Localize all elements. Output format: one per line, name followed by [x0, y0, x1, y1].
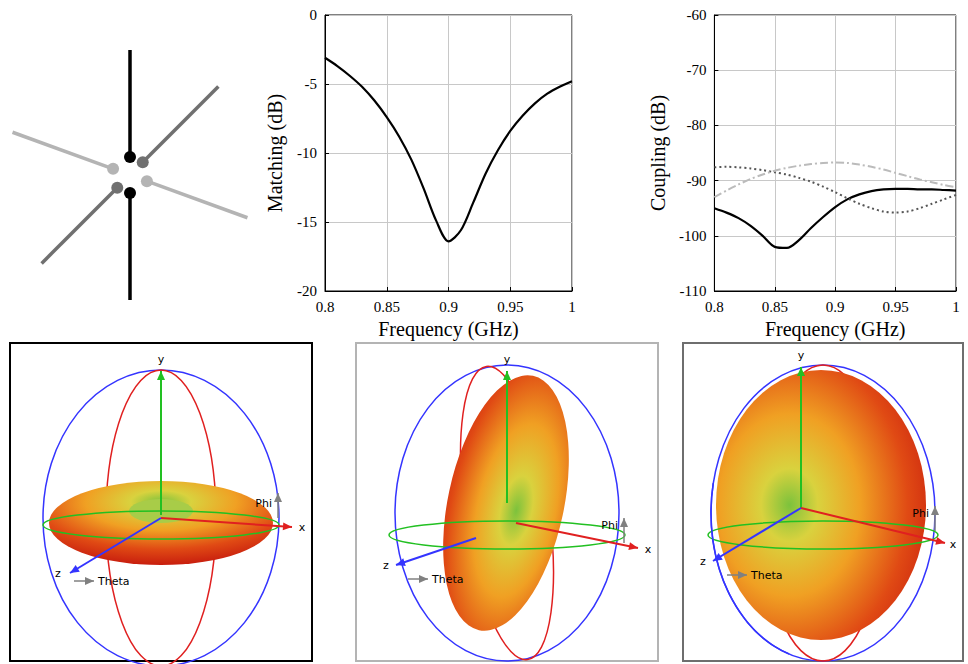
svg-text:0.95: 0.95	[497, 299, 523, 315]
svg-text:Matching (dB): Matching (dB)	[264, 94, 287, 212]
svg-text:Phi: Phi	[255, 497, 272, 510]
svg-text:x: x	[950, 538, 957, 551]
svg-text:0.8: 0.8	[705, 299, 724, 315]
svg-text:-80: -80	[686, 117, 706, 133]
svg-text:-60: -60	[686, 7, 706, 23]
svg-text:x: x	[645, 543, 652, 556]
svg-text:-10: -10	[297, 145, 317, 161]
svg-text:z: z	[383, 559, 389, 572]
svg-text:Coupling (dB): Coupling (dB)	[647, 95, 670, 211]
svg-text:Frequency (GHz): Frequency (GHz)	[765, 318, 906, 341]
svg-text:Theta: Theta	[750, 569, 783, 582]
svg-text:Frequency (GHz): Frequency (GHz)	[378, 318, 519, 341]
svg-text:-5: -5	[305, 76, 318, 92]
svg-text:0.8: 0.8	[316, 299, 335, 315]
svg-text:Phi: Phi	[912, 507, 929, 520]
svg-text:-15: -15	[297, 214, 317, 230]
svg-text:Phi: Phi	[601, 519, 618, 532]
svg-text:0.9: 0.9	[439, 299, 458, 315]
svg-text:0.85: 0.85	[374, 299, 400, 315]
svg-text:z: z	[700, 555, 706, 568]
svg-text:1: 1	[952, 299, 960, 315]
svg-text:y: y	[798, 349, 805, 362]
svg-text:-110: -110	[679, 283, 706, 299]
svg-text:-70: -70	[686, 62, 706, 78]
svg-text:1: 1	[568, 299, 576, 315]
svg-text:y: y	[504, 353, 511, 366]
svg-text:x: x	[299, 521, 306, 534]
svg-text:-100: -100	[679, 228, 707, 244]
svg-text:0.85: 0.85	[762, 299, 788, 315]
svg-text:0.9: 0.9	[826, 299, 845, 315]
svg-text:0.95: 0.95	[882, 299, 908, 315]
svg-text:y: y	[158, 353, 165, 366]
svg-text:z: z	[55, 567, 61, 580]
svg-text:-20: -20	[297, 283, 317, 299]
svg-text:-90: -90	[686, 173, 706, 189]
svg-text:Theta: Theta	[431, 573, 464, 586]
svg-text:0: 0	[310, 7, 318, 23]
svg-text:Theta: Theta	[97, 575, 130, 588]
